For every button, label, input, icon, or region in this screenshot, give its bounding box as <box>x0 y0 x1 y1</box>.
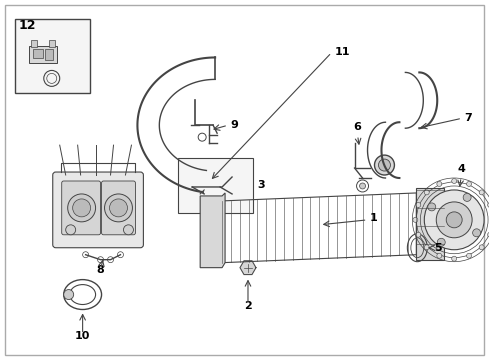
Text: 6: 6 <box>354 122 362 132</box>
Bar <box>31 40 37 46</box>
Text: 11: 11 <box>335 48 350 58</box>
Bar <box>178 158 253 213</box>
Text: 3: 3 <box>257 180 265 190</box>
Text: 4: 4 <box>457 164 465 174</box>
Circle shape <box>424 190 484 250</box>
Text: 12: 12 <box>19 19 36 32</box>
Circle shape <box>488 232 490 237</box>
Polygon shape <box>200 193 225 268</box>
Circle shape <box>428 203 436 211</box>
Circle shape <box>466 181 471 186</box>
Circle shape <box>374 155 394 175</box>
Circle shape <box>73 199 91 217</box>
Ellipse shape <box>198 176 211 186</box>
Circle shape <box>66 225 75 235</box>
Circle shape <box>110 199 127 217</box>
Ellipse shape <box>194 174 215 189</box>
Bar <box>45 49 53 60</box>
Circle shape <box>452 256 457 261</box>
Bar <box>15 19 90 93</box>
Circle shape <box>463 193 471 201</box>
Circle shape <box>104 194 132 222</box>
Circle shape <box>416 232 421 237</box>
Circle shape <box>479 245 484 250</box>
Text: 7: 7 <box>464 113 472 123</box>
Text: 5: 5 <box>434 243 442 253</box>
FancyBboxPatch shape <box>53 172 144 248</box>
Circle shape <box>437 253 442 258</box>
Circle shape <box>424 190 429 195</box>
Circle shape <box>68 194 96 222</box>
Polygon shape <box>416 188 444 260</box>
Text: 2: 2 <box>244 301 252 311</box>
Circle shape <box>360 183 366 189</box>
Circle shape <box>413 217 418 222</box>
Circle shape <box>64 289 74 300</box>
Text: 1: 1 <box>369 213 377 223</box>
Text: 9: 9 <box>230 120 238 130</box>
Text: 8: 8 <box>97 265 104 275</box>
Circle shape <box>424 245 429 250</box>
Circle shape <box>452 179 457 184</box>
FancyBboxPatch shape <box>101 181 135 235</box>
Bar <box>33 49 43 58</box>
Bar <box>29 45 57 63</box>
Polygon shape <box>240 261 256 275</box>
Circle shape <box>479 190 484 195</box>
Circle shape <box>123 225 133 235</box>
Circle shape <box>488 202 490 207</box>
Circle shape <box>466 253 471 258</box>
Bar <box>49 40 55 46</box>
Circle shape <box>473 229 481 237</box>
Circle shape <box>416 202 421 207</box>
Text: 10: 10 <box>75 332 90 341</box>
Circle shape <box>437 181 442 186</box>
Circle shape <box>378 159 391 171</box>
Circle shape <box>446 212 462 228</box>
Circle shape <box>436 202 472 238</box>
FancyBboxPatch shape <box>62 181 100 235</box>
Circle shape <box>437 238 445 246</box>
